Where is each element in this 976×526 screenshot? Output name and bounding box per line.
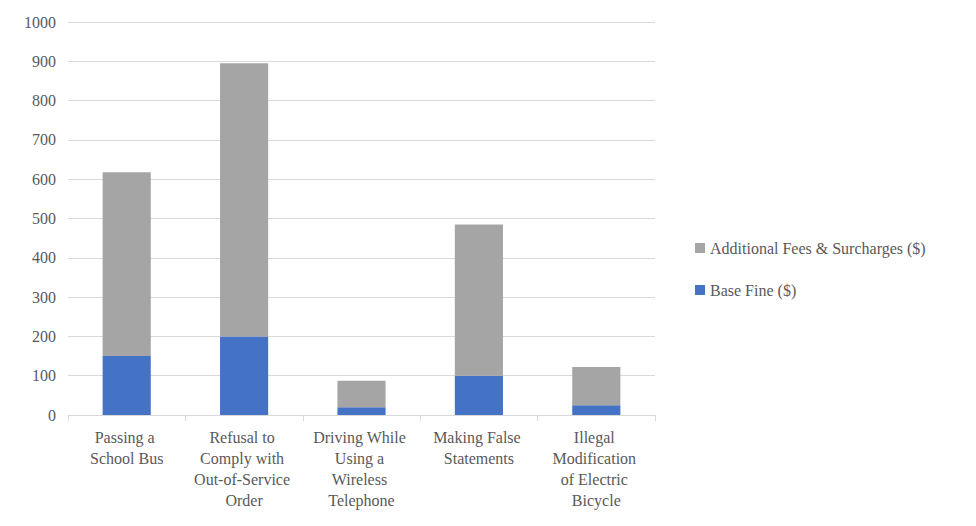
svg-text:0: 0 bbox=[48, 407, 56, 424]
svg-text:Additional Fees & Surcharges (: Additional Fees & Surcharges ($) bbox=[710, 240, 926, 258]
svg-text:700: 700 bbox=[32, 131, 56, 148]
svg-text:Refusal to: Refusal to bbox=[209, 429, 278, 446]
svg-text:Using a: Using a bbox=[335, 450, 388, 468]
svg-text:Making False: Making False bbox=[433, 429, 525, 447]
svg-text:Bicycle: Bicycle bbox=[572, 492, 621, 510]
svg-text:100: 100 bbox=[32, 367, 56, 384]
svg-text:Wireless: Wireless bbox=[332, 471, 391, 488]
svg-text:1000: 1000 bbox=[24, 14, 56, 31]
svg-text:Modification: Modification bbox=[553, 450, 641, 467]
svg-text:of Electric: of Electric bbox=[561, 471, 632, 488]
svg-text:Order: Order bbox=[225, 492, 263, 509]
svg-text:600: 600 bbox=[32, 171, 56, 188]
svg-text:300: 300 bbox=[32, 289, 56, 306]
svg-text:Illegal: Illegal bbox=[574, 429, 619, 447]
svg-text:Statements: Statements bbox=[444, 450, 514, 467]
svg-text:Driving While: Driving While bbox=[313, 429, 410, 447]
svg-text:Passing a: Passing a bbox=[95, 429, 159, 447]
svg-text:Comply with: Comply with bbox=[200, 450, 288, 468]
svg-text:500: 500 bbox=[32, 210, 56, 227]
svg-text:800: 800 bbox=[32, 92, 56, 109]
svg-text:400: 400 bbox=[32, 249, 56, 266]
svg-text:200: 200 bbox=[32, 328, 56, 345]
svg-text:School Bus: School Bus bbox=[90, 450, 163, 467]
svg-text:Out-of-Service: Out-of-Service bbox=[194, 471, 294, 488]
svg-text:Base Fine ($): Base Fine ($) bbox=[710, 282, 796, 300]
svg-text:900: 900 bbox=[32, 53, 56, 70]
svg-text:Telephone: Telephone bbox=[328, 492, 394, 510]
